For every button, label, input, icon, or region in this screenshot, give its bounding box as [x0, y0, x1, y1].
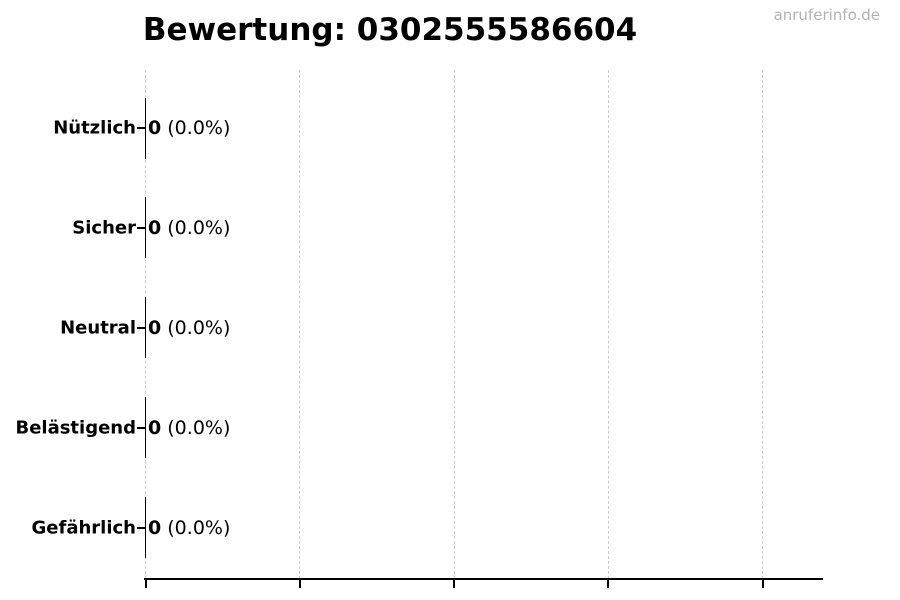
- value-label: 0 (0.0%): [148, 317, 230, 339]
- category-label: Belästigend: [15, 417, 136, 439]
- value-count: 0: [148, 516, 162, 539]
- chart-title: Bewertung: 0302555586604: [142, 12, 638, 48]
- x-gridline: [762, 70, 764, 579]
- x-axis-tick: [453, 579, 456, 588]
- value-percent: (0.0%): [161, 216, 231, 239]
- bar-zero-edge: [144, 297, 147, 359]
- x-axis-tick: [144, 579, 147, 588]
- value-label: 0 (0.0%): [148, 517, 230, 539]
- value-count: 0: [148, 216, 162, 239]
- value-percent: (0.0%): [161, 316, 231, 339]
- value-percent: (0.0%): [161, 516, 231, 539]
- bar-zero-edge: [144, 97, 147, 159]
- x-axis-tick: [761, 579, 764, 588]
- category-label: Nützlich: [53, 117, 136, 139]
- y-axis-tick: [137, 127, 145, 129]
- category-label: Gefährlich: [31, 517, 136, 538]
- x-axis-tick: [607, 579, 610, 588]
- value-percent: (0.0%): [161, 117, 231, 139]
- value-count: 0: [148, 316, 162, 339]
- x-gridline: [299, 70, 301, 579]
- value-label: 0 (0.0%): [148, 417, 230, 439]
- y-axis-tick: [137, 226, 145, 229]
- x-axis-tick: [298, 579, 301, 588]
- category-label: Sicher: [72, 217, 136, 239]
- value-percent: (0.0%): [161, 416, 231, 439]
- y-axis-tick: [137, 526, 145, 529]
- value-label: 0 (0.0%): [148, 117, 230, 139]
- x-axis-line: [144, 577, 823, 580]
- value-count: 0: [148, 416, 162, 439]
- bar-zero-edge: [144, 197, 147, 259]
- bar-zero-edge: [144, 397, 147, 459]
- category-label: Neutral: [60, 317, 136, 339]
- x-gridline: [453, 70, 455, 579]
- bar-zero-edge: [144, 497, 147, 558]
- value-count: 0: [148, 117, 162, 139]
- value-label: 0 (0.0%): [148, 217, 230, 239]
- y-axis-tick: [137, 426, 145, 429]
- watermark-text: anruferinfo.de: [773, 6, 880, 24]
- x-gridline: [607, 70, 609, 579]
- y-axis-tick: [137, 326, 145, 329]
